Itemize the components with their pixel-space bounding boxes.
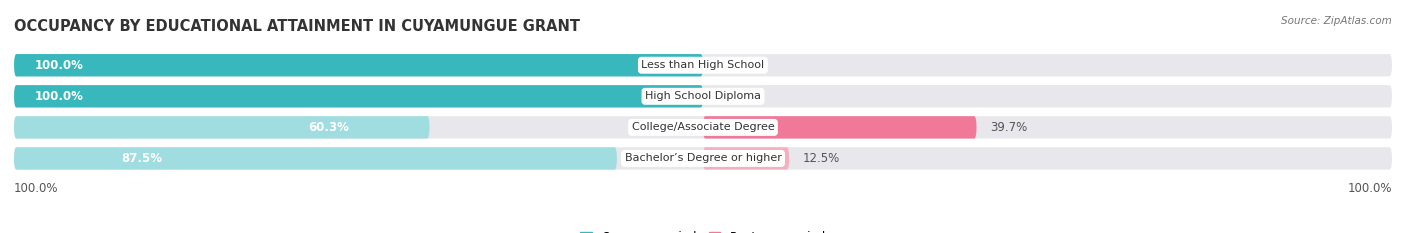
Text: 0.0%: 0.0% bbox=[717, 59, 747, 72]
Text: Source: ZipAtlas.com: Source: ZipAtlas.com bbox=[1281, 16, 1392, 26]
Text: Bachelor’s Degree or higher: Bachelor’s Degree or higher bbox=[624, 154, 782, 163]
Legend: Owner-occupied, Renter-occupied: Owner-occupied, Renter-occupied bbox=[575, 226, 831, 233]
FancyBboxPatch shape bbox=[14, 147, 617, 170]
FancyBboxPatch shape bbox=[14, 85, 1392, 107]
Text: High School Diploma: High School Diploma bbox=[645, 91, 761, 101]
Text: 0.0%: 0.0% bbox=[717, 90, 747, 103]
Text: 100.0%: 100.0% bbox=[1347, 182, 1392, 195]
Text: Less than High School: Less than High School bbox=[641, 60, 765, 70]
FancyBboxPatch shape bbox=[14, 116, 1392, 139]
Text: 87.5%: 87.5% bbox=[121, 152, 162, 165]
FancyBboxPatch shape bbox=[703, 116, 977, 139]
Text: 100.0%: 100.0% bbox=[35, 59, 83, 72]
Text: 100.0%: 100.0% bbox=[35, 90, 83, 103]
FancyBboxPatch shape bbox=[14, 54, 1392, 76]
Text: 60.3%: 60.3% bbox=[308, 121, 349, 134]
FancyBboxPatch shape bbox=[14, 54, 703, 76]
FancyBboxPatch shape bbox=[14, 147, 1392, 170]
FancyBboxPatch shape bbox=[14, 116, 429, 139]
Text: 12.5%: 12.5% bbox=[803, 152, 841, 165]
FancyBboxPatch shape bbox=[14, 85, 703, 107]
Text: OCCUPANCY BY EDUCATIONAL ATTAINMENT IN CUYAMUNGUE GRANT: OCCUPANCY BY EDUCATIONAL ATTAINMENT IN C… bbox=[14, 19, 581, 34]
Text: 100.0%: 100.0% bbox=[14, 182, 59, 195]
Text: College/Associate Degree: College/Associate Degree bbox=[631, 122, 775, 132]
Text: 39.7%: 39.7% bbox=[990, 121, 1028, 134]
FancyBboxPatch shape bbox=[703, 147, 789, 170]
